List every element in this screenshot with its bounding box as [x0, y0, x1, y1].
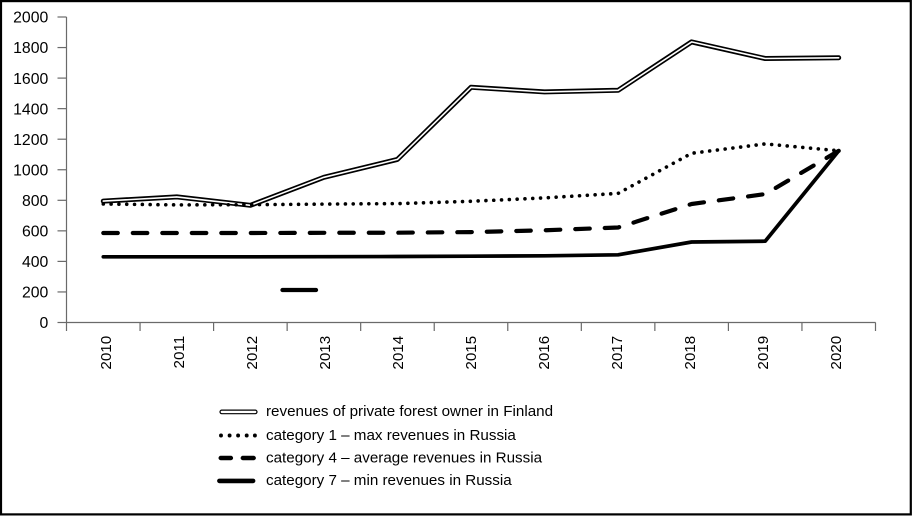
svg-text:1400: 1400	[13, 101, 48, 118]
svg-text:2014: 2014	[390, 336, 407, 370]
svg-text:2015: 2015	[463, 336, 480, 370]
svg-text:0: 0	[40, 315, 49, 332]
svg-text:2013: 2013	[317, 336, 334, 370]
svg-text:2012: 2012	[244, 336, 261, 370]
svg-text:2016: 2016	[536, 336, 553, 370]
svg-text:1800: 1800	[13, 40, 48, 57]
svg-text:2000: 2000	[13, 10, 48, 27]
svg-text:1000: 1000	[13, 162, 48, 179]
svg-text:2017: 2017	[609, 336, 626, 370]
svg-text:revenues of private forest own: revenues of private forest owner in Finl…	[266, 403, 553, 420]
svg-text:400: 400	[22, 254, 49, 271]
svg-text:2020: 2020	[828, 336, 845, 370]
svg-text:800: 800	[22, 193, 49, 210]
svg-text:1600: 1600	[13, 71, 48, 88]
svg-text:category 4 – average revenues: category 4 – average revenues in Russia	[266, 449, 543, 466]
svg-text:600: 600	[22, 224, 49, 241]
svg-text:200: 200	[22, 285, 49, 302]
svg-text:1200: 1200	[13, 132, 48, 149]
svg-text:2011: 2011	[171, 336, 188, 369]
svg-text:2018: 2018	[682, 336, 699, 370]
svg-text:2010: 2010	[98, 336, 115, 370]
svg-text:2019: 2019	[755, 336, 772, 370]
svg-text:category 1 – max revenues in R: category 1 – max revenues in Russia	[266, 427, 516, 444]
svg-text:category 7 – min revenues in R: category 7 – min revenues in Russia	[266, 472, 512, 489]
